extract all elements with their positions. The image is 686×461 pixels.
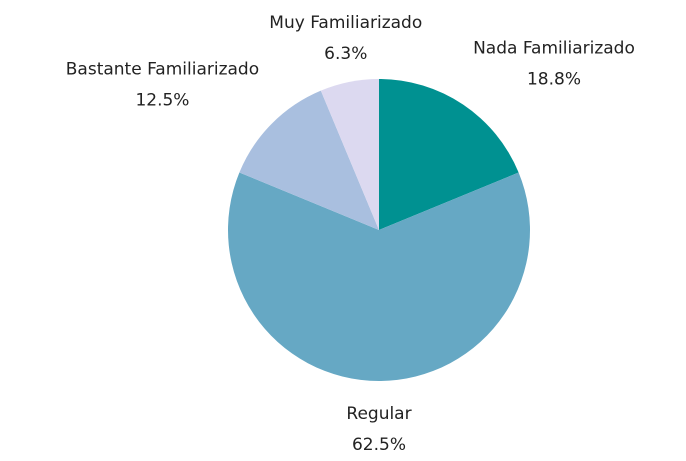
pie-slice: [239, 90, 379, 230]
slice-value-label: 6.3%: [324, 44, 367, 64]
slice-value-label: 62.5%: [352, 435, 406, 455]
slice-label: Bastante Familiarizado: [66, 60, 259, 80]
slice-value-label: 12.5%: [135, 91, 189, 111]
slice-label: Muy Familiarizado: [269, 13, 422, 33]
slice-label: Nada Familiarizado: [473, 38, 635, 58]
slice-value-label: 18.8%: [527, 69, 581, 89]
pie-slice: [320, 79, 379, 230]
pie-slice: [379, 79, 519, 230]
slice-label: Regular: [346, 404, 411, 424]
pie-slice: [228, 172, 530, 381]
